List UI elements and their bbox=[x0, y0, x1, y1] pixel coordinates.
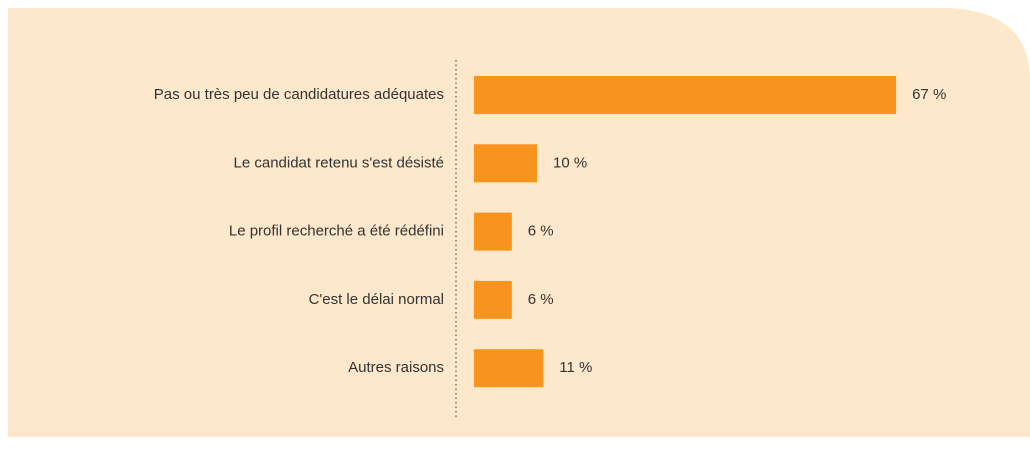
value-label: 67 % bbox=[912, 86, 946, 103]
chart-panel bbox=[8, 8, 1030, 437]
category-label: Pas ou très peu de candidatures adéquate… bbox=[154, 86, 444, 103]
bar bbox=[474, 212, 512, 251]
bar bbox=[474, 280, 512, 319]
category-label: Le candidat retenu s'est désisté bbox=[234, 154, 445, 171]
value-label: 6 % bbox=[528, 291, 554, 308]
category-label: Autres raisons bbox=[348, 359, 444, 376]
value-label: 10 % bbox=[553, 154, 587, 171]
category-label: C'est le délai normal bbox=[309, 291, 444, 308]
bar bbox=[474, 76, 897, 114]
value-label: 6 % bbox=[528, 223, 554, 240]
category-label: Le profil recherché a été rédéfini bbox=[229, 223, 444, 240]
value-label: 11 % bbox=[559, 359, 592, 376]
bar bbox=[474, 144, 537, 183]
bar bbox=[474, 349, 544, 388]
